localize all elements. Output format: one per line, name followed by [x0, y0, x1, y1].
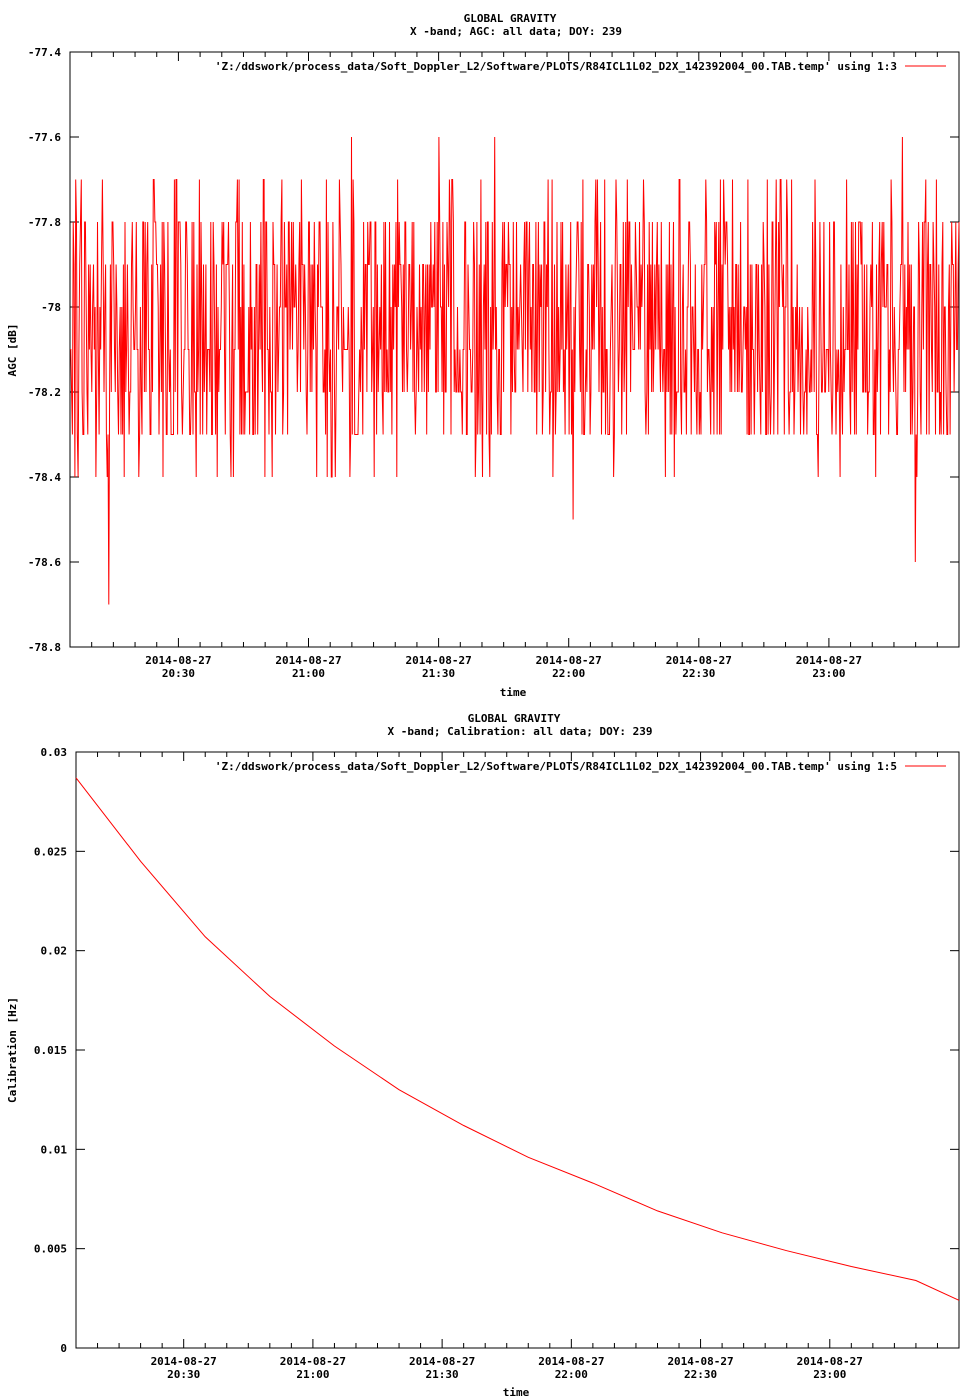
x-tick-date-label: 2014-08-27 [409, 1355, 475, 1368]
agc-chart: GLOBAL GRAVITY X -band; AGC: all data; D… [6, 12, 960, 699]
y-tick-label: 0.01 [41, 1143, 68, 1156]
y-tick-label: 0.005 [34, 1243, 67, 1256]
y-tick-label: -78.6 [28, 556, 61, 569]
y-tick-label: -78 [41, 301, 61, 314]
y-tick-label: -77.8 [28, 216, 61, 229]
x-tick-date-label: 2014-08-27 [667, 1355, 733, 1368]
calibration-series-line [75, 777, 960, 1301]
calibration-x-axis: 2014-08-2720:302014-08-2721:002014-08-27… [75, 752, 960, 1381]
y-tick-label: 0.025 [34, 845, 67, 858]
x-tick-date-label: 2014-08-27 [275, 654, 341, 667]
x-tick-date-label: 2014-08-27 [666, 654, 732, 667]
y-tick-label: 0.03 [41, 746, 68, 759]
x-tick-time-label: 21:30 [426, 1368, 459, 1381]
agc-x-axis: 2014-08-2720:302014-08-2721:002014-08-27… [69, 52, 960, 680]
x-tick-date-label: 2014-08-27 [538, 1355, 604, 1368]
x-tick-date-label: 2014-08-27 [797, 1355, 863, 1368]
x-tick-date-label: 2014-08-27 [280, 1355, 346, 1368]
y-tick-label: 0.02 [41, 945, 68, 958]
x-tick-time-label: 22:30 [684, 1368, 717, 1381]
x-tick-date-label: 2014-08-27 [796, 654, 862, 667]
x-tick-time-label: 20:30 [167, 1368, 200, 1381]
calibration-legend-label: 'Z:/ddswork/process_data/Soft_Doppler_L2… [215, 760, 897, 773]
y-tick-label: -78.8 [28, 641, 61, 654]
calibration-plot-frame [75, 751, 960, 1349]
calibration-y-axis: 0 0.005 0.01 0.015 0.02 0.025 0.03 [34, 746, 959, 1355]
calibration-chart: GLOBAL GRAVITY X -band; Calibration: all… [6, 712, 960, 1399]
calibration-chart-title: GLOBAL GRAVITY [468, 712, 561, 725]
x-tick-time-label: 21:30 [422, 667, 455, 680]
agc-chart-title: GLOBAL GRAVITY [464, 12, 557, 25]
y-tick-label: -77.6 [28, 131, 61, 144]
y-tick-label: 0 [60, 1342, 67, 1355]
x-tick-time-label: 20:30 [162, 667, 195, 680]
x-tick-time-label: 23:00 [813, 1368, 846, 1381]
calibration-chart-subtitle: X -band; Calibration: all data; DOY: 239 [388, 725, 653, 738]
y-tick-label: -77.4 [28, 46, 61, 59]
x-tick-date-label: 2014-08-27 [151, 1355, 217, 1368]
x-tick-date-label: 2014-08-27 [536, 654, 602, 667]
y-tick-label: 0.015 [34, 1044, 67, 1057]
agc-y-axis: -77.4 -77.6 -77.8 -78 -78.2 -78.4 -78.6 -78.8 [28, 46, 959, 654]
x-tick-date-label: 2014-08-27 [145, 654, 211, 667]
x-tick-time-label: 22:00 [555, 1368, 588, 1381]
x-tick-time-label: 21:00 [292, 667, 325, 680]
x-tick-date-label: 2014-08-27 [405, 654, 471, 667]
x-tick-time-label: 22:30 [682, 667, 715, 680]
calibration-x-axis-label: time [503, 1386, 530, 1399]
x-tick-time-label: 22:00 [552, 667, 585, 680]
y-tick-label: -78.4 [28, 471, 61, 484]
y-tick-label: -78.2 [28, 386, 61, 399]
agc-y-axis-label: AGC [dB] [6, 324, 19, 377]
agc-series-line [70, 136, 960, 605]
x-tick-time-label: 23:00 [812, 667, 845, 680]
x-tick-time-label: 21:00 [296, 1368, 329, 1381]
agc-x-axis-label: time [500, 686, 527, 699]
calibration-y-axis-label: Calibration [Hz] [6, 997, 19, 1103]
agc-legend-label: 'Z:/ddswork/process_data/Soft_Doppler_L2… [215, 60, 897, 73]
agc-chart-subtitle: X -band; AGC: all data; DOY: 239 [410, 25, 622, 38]
